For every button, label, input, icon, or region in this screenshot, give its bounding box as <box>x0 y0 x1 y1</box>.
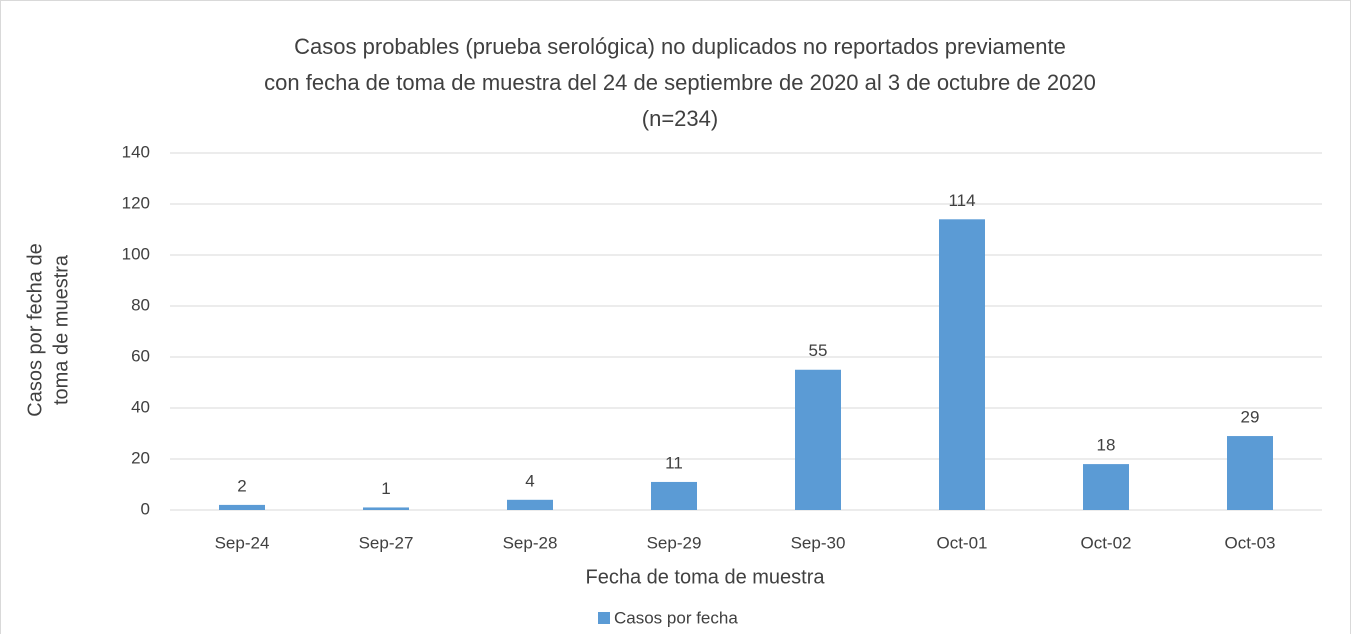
data-label: 11 <box>665 453 683 472</box>
legend-swatch <box>598 612 610 624</box>
data-label: 114 <box>948 191 975 210</box>
x-tick-label: Sep-28 <box>503 533 558 552</box>
chart-title: Casos probables (prueba serológica) no d… <box>294 34 1066 59</box>
data-label: 55 <box>809 341 828 360</box>
y-axis-title: Casos por fecha de <box>24 243 46 416</box>
data-label: 2 <box>237 476 246 495</box>
data-label: 29 <box>1241 408 1260 427</box>
y-tick-label: 80 <box>131 295 150 314</box>
bar <box>651 481 697 510</box>
bar <box>939 219 985 511</box>
x-tick-label: Oct-02 <box>1080 533 1131 552</box>
y-tick-label: 20 <box>131 448 150 467</box>
x-axis-title: Fecha de toma de muestra <box>585 566 825 588</box>
y-tick-label: 60 <box>131 346 150 365</box>
x-tick-label: Sep-30 <box>791 533 846 552</box>
x-tick-label: Oct-01 <box>936 533 987 552</box>
x-tick-label: Sep-24 <box>215 533 270 552</box>
bar <box>363 507 409 510</box>
x-tick-label: Sep-27 <box>359 533 414 552</box>
y-tick-label: 140 <box>122 142 150 161</box>
bar <box>795 369 841 510</box>
data-label: 1 <box>381 479 390 498</box>
data-label: 4 <box>525 471 534 490</box>
data-label: 18 <box>1097 436 1116 455</box>
chart-title: (n=234) <box>642 106 718 131</box>
y-tick-label: 40 <box>131 397 150 416</box>
y-tick-label: 120 <box>122 193 150 212</box>
x-tick-label: Sep-29 <box>647 533 702 552</box>
bar <box>1227 436 1273 510</box>
y-axis-title: toma de muestra <box>50 254 72 405</box>
legend-label: Casos por fecha <box>614 608 738 627</box>
y-tick-label: 0 <box>141 499 150 518</box>
bar <box>1083 464 1129 510</box>
bar <box>507 499 553 510</box>
chart-title: con fecha de toma de muestra del 24 de s… <box>264 70 1096 95</box>
y-tick-label: 100 <box>122 244 150 263</box>
x-tick-label: Oct-03 <box>1224 533 1275 552</box>
bar <box>219 504 265 510</box>
